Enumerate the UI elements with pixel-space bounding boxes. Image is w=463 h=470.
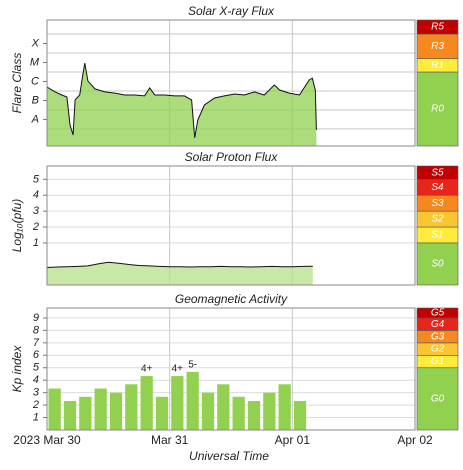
y-tick-label: 9 [33,312,39,324]
y-tick-label: 5 [33,362,40,374]
kp-bar [109,392,123,430]
scale-label: S0 [431,259,444,270]
scale-label: G5 [431,308,445,319]
scale-label: S1 [431,230,443,241]
kp-bar [293,400,307,430]
scale-label: G4 [431,319,445,330]
kp-bar [232,396,245,430]
y-tick-label: 3 [33,387,40,399]
plot-frame [46,165,416,286]
kp-bar [125,384,138,430]
y-axis-label: Kp index [10,345,24,393]
y-tick-label: B [32,94,39,106]
y-tick-label: 2 [32,221,39,233]
kp-bar [201,392,215,430]
flux-area [47,262,313,285]
bar-value-label: 4+ [141,364,153,375]
kp-bar [171,376,184,430]
x-tick-label: Apr 01 [275,433,311,447]
flux-line [46,261,313,268]
y-tick-label: 4 [33,189,39,201]
x-tick-label: Apr 02 [397,433,433,447]
scale-band [416,71,459,147]
kp-bar [278,384,291,430]
kp-bar [263,392,276,430]
y-tick-label: M [30,56,40,68]
bar-value-label: 5- [188,360,197,371]
plot-frame [46,307,416,431]
y-axis-label: Log₁₀(pfu) [10,199,24,253]
scale-band [416,19,459,35]
scale-label: S4 [431,182,444,193]
scale-label: R3 [431,41,444,52]
flux-line [46,63,317,138]
kp-bar [186,371,199,430]
scale-label: G0 [431,394,445,405]
chart-title: Solar X-ray Flux [188,4,275,18]
scale-label: R0 [431,104,444,115]
plot-area [47,308,415,430]
bar-value-label: 4+ [172,364,184,375]
kp-bar [63,400,77,430]
y-tick-label: A [31,113,39,125]
kp-bar [79,396,92,430]
scale-label: R1 [431,60,444,71]
scale-label: G3 [431,331,445,342]
scale-label: S2 [431,214,444,225]
y-axis-label: Flare Class [10,53,24,114]
chart-title: Solar Proton Flux [185,150,279,164]
y-tick-label: X [31,37,40,49]
plot-frame [46,19,416,147]
y-tick-label: 1 [33,411,39,423]
scale-label: R5 [431,22,444,33]
chart-title: Geomagnetic Activity [175,292,288,306]
scale-band [416,367,459,431]
y-tick-label: 1 [33,237,39,249]
y-tick-label: 8 [33,324,40,336]
scale-band [416,33,459,60]
scale-label: G1 [431,356,444,367]
kp-bar [94,388,107,430]
scale-label: S5 [431,167,444,178]
x-axis-label: Universal Time [189,449,269,463]
scale-label: S3 [431,198,444,209]
y-tick-label: 3 [33,205,40,217]
scale-band [416,242,459,286]
scale-band [416,307,459,319]
y-tick-label: 5 [33,173,40,185]
y-tick-label: 4 [33,374,39,386]
kp-bar [155,396,169,430]
x-tick-label: Mar 31 [151,433,189,447]
x-tick-label: 2023 Mar 30 [13,433,81,447]
kp-bar [48,388,61,430]
y-tick-label: 2 [32,399,39,411]
y-tick-label: C [31,75,39,87]
scale-label: G2 [431,344,445,355]
flux-area [47,63,317,146]
y-tick-label: 6 [33,349,40,361]
kp-bar [247,400,261,430]
y-tick-label: 7 [33,337,40,349]
kp-bar [217,384,230,430]
scale-band [416,165,459,180]
kp-bar [140,376,153,430]
